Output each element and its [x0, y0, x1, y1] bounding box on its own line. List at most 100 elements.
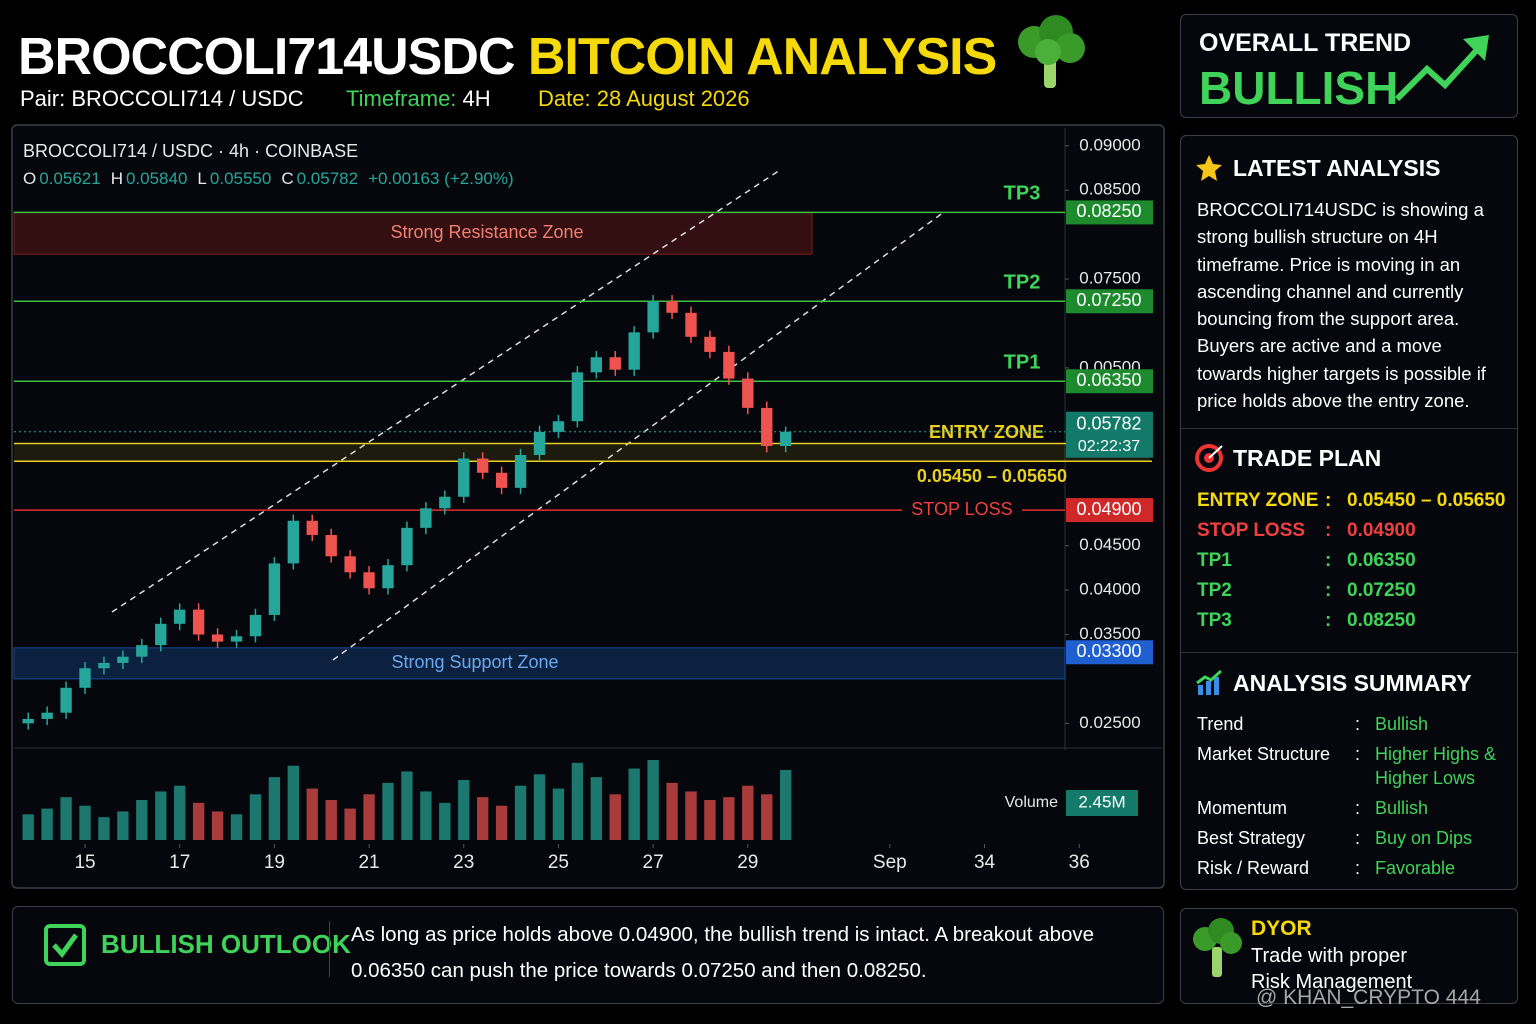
y-tick-label: 0.07500 — [1079, 269, 1140, 288]
summary-row: Market Structure: Higher Highs & Higher L… — [1197, 742, 1517, 790]
x-tick-label: 21 — [358, 852, 379, 873]
ohlc-value: 0.05840 — [126, 169, 187, 188]
title-pair: BROCCOLI714USDC — [18, 28, 515, 86]
summary-value: Favorable — [1375, 858, 1456, 878]
candle-body — [41, 712, 53, 719]
candle-body — [458, 458, 470, 497]
summary: Trend: Bullish Market Structure: Higher Hi… — [1197, 712, 1517, 886]
separator — [1181, 428, 1517, 429]
pair-info: Pair: BROCCOLI714 / USDC — [20, 86, 304, 112]
separator-text: : — [1355, 714, 1361, 734]
price-box-label: 0.08250 — [1076, 201, 1141, 221]
volume-bar — [401, 771, 413, 840]
plan-value: 0.07250 — [1347, 580, 1416, 601]
chart-icon — [1196, 669, 1223, 695]
x-tick-label: 25 — [548, 852, 569, 873]
pair-label: Pair: — [20, 86, 66, 111]
ohlc-value: 0.05782 — [297, 169, 358, 188]
check-icon — [44, 924, 86, 966]
level-name: TP1 — [1004, 352, 1041, 374]
candle-body — [325, 534, 337, 557]
candle-body — [666, 301, 678, 313]
x-tick-label: 36 — [1069, 852, 1090, 873]
price-box — [1066, 369, 1153, 394]
candle-body — [211, 634, 224, 642]
trend-label: OVERALL TREND — [1199, 29, 1412, 57]
volume-bar — [306, 788, 318, 840]
price-box-label: 0.05782 — [1076, 413, 1141, 433]
level-name: TP3 — [1004, 183, 1041, 205]
volume-bar — [79, 805, 91, 840]
volume-bar — [685, 791, 697, 840]
plan-label: ENTRY ZONE — [1197, 490, 1319, 511]
latest-title-row: LATEST ANALYSIS — [1195, 154, 1440, 182]
y-tick-label: 0.04500 — [1079, 535, 1140, 554]
zones: Strong Resistance Zone Strong Support Zon… — [13, 211, 1066, 680]
price-box-label: 0.06350 — [1076, 370, 1141, 390]
plan-label: TP3 — [1197, 610, 1232, 631]
trend-box: OVERALL TREND BULLISH — [1180, 14, 1518, 118]
plan-value: 0.04900 — [1347, 520, 1416, 541]
y-tick-label: 0.02500 — [1079, 713, 1140, 732]
summary-row: Best Strategy: Buy on Dips — [1197, 826, 1517, 850]
plan-title-row: TRADE PLAN — [1195, 444, 1381, 472]
y-tick-label: 0.03500 — [1079, 624, 1140, 643]
broccoli-icon — [1193, 918, 1242, 977]
summary-label: Market Structure — [1197, 744, 1331, 764]
ohlc-value: 0.05550 — [210, 169, 271, 188]
ohlc-key: H — [111, 169, 123, 188]
volume-bar — [230, 814, 243, 840]
zone-label: Strong Resistance Zone — [390, 222, 583, 242]
summary-label: Risk / Reward — [1197, 858, 1310, 878]
separator-text: : — [1355, 798, 1361, 818]
volume-bar — [98, 817, 110, 840]
summary-title-row: ANALYSIS SUMMARY — [1195, 669, 1472, 697]
plan-row: STOP LOSS:0.04900 — [1197, 516, 1517, 546]
price-box-label: 0.04900 — [1076, 499, 1141, 519]
dyor-panel: DYOR Trade with proper Risk Management — [1180, 908, 1518, 1004]
candle-body — [230, 636, 243, 642]
plan-label: STOP LOSS — [1197, 520, 1306, 541]
volume-bar — [211, 811, 224, 840]
candle-body — [174, 609, 186, 624]
volume-bar — [742, 785, 754, 840]
separator-text: : — [1325, 490, 1332, 511]
separator-text: : — [1325, 580, 1332, 601]
candle-body — [363, 572, 375, 589]
candle-body — [514, 454, 527, 488]
outlook-panel: BULLISH OUTLOOK As long as price holds a… — [12, 906, 1164, 1004]
summary-label: Best Strategy — [1197, 828, 1306, 848]
chart-symbol: BROCCOLI714 / USDC · 4h · COINBASE — [23, 141, 358, 161]
volume-bar — [117, 811, 129, 840]
volume-bar — [60, 797, 72, 840]
outlook-title: BULLISH OUTLOOK — [101, 929, 351, 959]
volume-bar — [571, 762, 584, 840]
candle-body — [287, 520, 300, 564]
candle-body — [155, 623, 167, 646]
ohlc-key: O — [23, 169, 36, 188]
candle-body — [533, 431, 546, 455]
outlook-text: As long as price holds above 0.04900, th… — [351, 923, 1095, 982]
candle-body — [79, 668, 91, 688]
plan-row: ENTRY ZONE:0.05450 – 0.05650 — [1197, 486, 1517, 516]
plan-row: TP3:0.08250 — [1197, 606, 1517, 636]
volume-bar — [363, 794, 375, 840]
plan-row: TP1:0.06350 — [1197, 546, 1517, 576]
date-info: Date: 28 August 2026 — [538, 86, 750, 112]
watermark: @ KHAN_CRYPTO 444 — [1256, 986, 1481, 1009]
plan-label: TP2 — [1197, 580, 1232, 601]
title-analysis: BITCOIN ANALYSIS — [527, 28, 997, 86]
star-icon — [1196, 155, 1222, 181]
timeframe-label: Timeframe: — [346, 86, 457, 111]
volume-bar — [344, 808, 356, 840]
latest-text: BROCCOLI714USDC is showing a strong bull… — [1197, 199, 1486, 412]
volume-bar — [761, 794, 773, 840]
candle-body — [779, 431, 792, 447]
latest-title: LATEST ANALYSIS — [1233, 154, 1441, 181]
candle-body — [685, 312, 697, 337]
ohlc-change: +0.00163 (+2.90%) — [368, 169, 514, 188]
candle-body — [495, 472, 508, 488]
summary-value: Higher Highs & Higher Lows — [1375, 744, 1497, 788]
volume-bar — [628, 768, 640, 840]
ohlc-key: C — [281, 169, 293, 188]
